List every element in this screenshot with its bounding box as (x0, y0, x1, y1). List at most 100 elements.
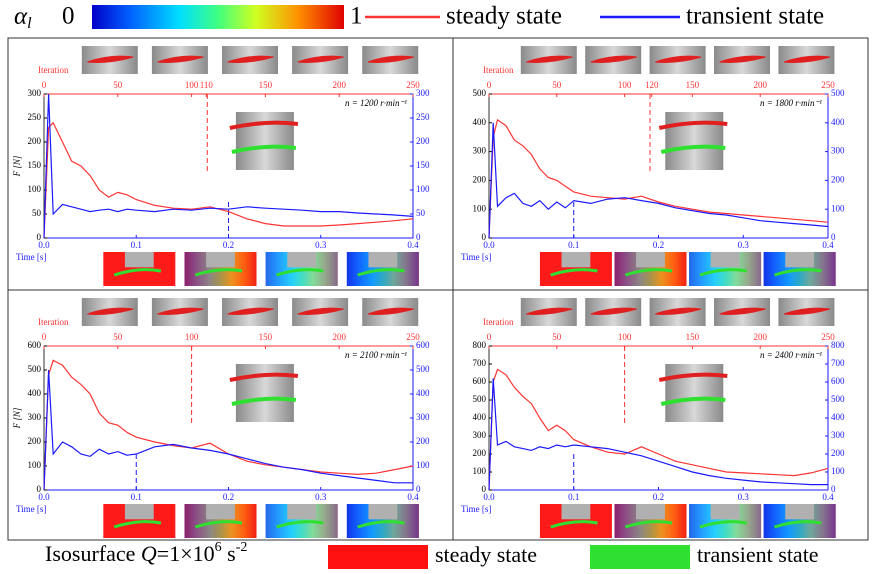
x-tick-label: 0.4 (407, 240, 419, 250)
inset-blade (231, 144, 297, 154)
legend-label: steady state (446, 3, 562, 30)
y2-tick-label: 250 (416, 112, 430, 122)
y2-tick-label: 300 (416, 412, 430, 422)
series-line (43, 369, 413, 491)
y2-tick-label: 50 (416, 208, 426, 218)
contour-blade (699, 268, 747, 277)
y-tick-label: 200 (28, 436, 42, 446)
inset-blade (229, 120, 299, 130)
x2-tick-label: 150 (686, 332, 700, 342)
series-line (43, 93, 414, 239)
annotation: n = 2100 r·min⁻¹ (345, 350, 407, 360)
x2-tick-label: 200 (332, 80, 346, 90)
y-tick-label: 400 (473, 412, 487, 422)
series-line (488, 118, 829, 239)
x2-tick-label: 0 (487, 80, 492, 90)
x2-tick-label: 0 (42, 332, 47, 342)
thumbnail-blade (297, 55, 344, 63)
x-tick-label: 0.0 (38, 240, 50, 250)
x2-tick-label: 250 (406, 80, 420, 90)
x2-axis-label: Iteration (38, 65, 69, 75)
x-tick-label: 0.1 (568, 492, 579, 502)
y-tick-label: 500 (473, 394, 487, 404)
y-tick-label: 200 (473, 448, 487, 458)
x-tick-label: 0.3 (738, 240, 750, 250)
series-line (488, 378, 828, 491)
inset-image (235, 112, 294, 170)
x2-tick-label: 250 (406, 332, 420, 342)
y2-tick-label: 100 (416, 184, 430, 194)
y2-tick-label: 200 (831, 448, 845, 458)
thumbnail-blade (367, 55, 414, 63)
x2-tick-label: 100 (185, 80, 199, 90)
y-tick-label: 150 (28, 160, 42, 170)
y2-tick-label: 400 (831, 117, 845, 127)
y2-tick-label: 100 (831, 466, 845, 476)
contour-blade (194, 268, 243, 277)
legend-label: transient state (686, 3, 824, 30)
x2-tick-label: 100 (185, 332, 199, 342)
annotation: n = 2400 r·min⁻¹ (760, 350, 822, 360)
contour-shaft (287, 504, 317, 520)
thumbnail-blade (655, 307, 702, 315)
contour-shaft (124, 252, 154, 268)
contour-shaft (636, 252, 665, 268)
contour-shaft (710, 504, 740, 520)
y-tick-label: 300 (473, 430, 487, 440)
thumbnail-blade (157, 55, 204, 63)
inset-blade (660, 144, 726, 154)
x-tick-label: 0.4 (822, 492, 834, 502)
contour-blade (774, 268, 822, 277)
y-tick-label: 400 (28, 388, 42, 398)
contour-shaft (206, 252, 235, 268)
series-line (488, 368, 829, 491)
x2-tick-label: 250 (821, 80, 835, 90)
contour-shaft (710, 252, 740, 268)
y-tick-label: 200 (28, 136, 42, 146)
inset-blade (658, 372, 728, 382)
thumbnail-blade (227, 55, 274, 63)
y-tick-label: 250 (28, 112, 42, 122)
x-tick-label: 0.0 (38, 492, 50, 502)
y-tick-label: 0 (482, 484, 487, 494)
colorbar (92, 5, 344, 29)
inset-image (235, 364, 294, 422)
legend-swatch (590, 545, 690, 569)
y2-tick-label: 600 (831, 376, 845, 386)
y2-tick-label: 150 (416, 160, 430, 170)
contour-blade (276, 268, 324, 277)
contour-blade (624, 520, 673, 529)
x2-axis-label: Iteration (38, 317, 69, 327)
contour-shaft (124, 504, 154, 520)
y-tick-label: 300 (473, 146, 487, 156)
thumbnail-blade (719, 55, 766, 63)
x2-tick-label: 110 (200, 80, 214, 90)
y2-tick-label: 400 (831, 412, 845, 422)
y2-tick-label: 500 (831, 394, 845, 404)
y-tick-label: 0 (482, 232, 487, 242)
y-axis-label: F [N] (12, 407, 22, 429)
contour-blade (774, 520, 822, 529)
y2-tick-label: 300 (831, 146, 845, 156)
x-tick-label: 0.0 (483, 240, 495, 250)
y-tick-label: 600 (473, 376, 487, 386)
x2-tick-label: 0 (487, 332, 492, 342)
y-tick-label: 700 (473, 358, 487, 368)
series-line (43, 121, 414, 239)
x-tick-label: 0.0 (483, 492, 495, 502)
thumbnail-blade (526, 55, 573, 63)
contour-shaft (368, 504, 398, 520)
contour-blade (194, 520, 243, 529)
y2-tick-label: 500 (831, 88, 845, 98)
x-tick-label: 0.2 (653, 240, 664, 250)
thumbnail-blade (297, 307, 344, 315)
legend-label: transient state (697, 542, 819, 567)
contour-shaft (561, 252, 591, 268)
y2-tick-label: 0 (831, 484, 836, 494)
x-tick-label: 0.3 (738, 492, 750, 502)
x-tick-label: 0.1 (131, 240, 142, 250)
plot-area (43, 93, 414, 239)
x2-tick-label: 0 (42, 80, 47, 90)
annotation: n = 1800 r·min⁻¹ (760, 98, 822, 108)
